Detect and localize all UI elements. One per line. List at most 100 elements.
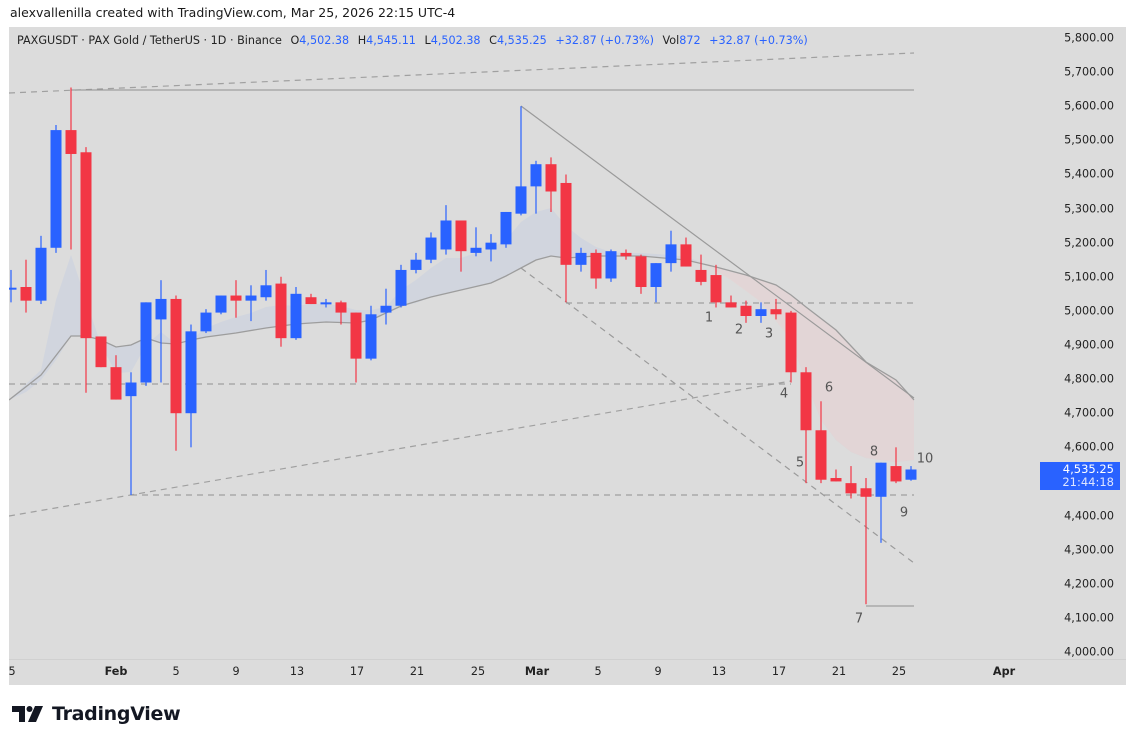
price-tick-label: 4,900.00: [1064, 338, 1114, 352]
time-tick-label: 5: [8, 665, 16, 678]
candle-body-down: [725, 302, 737, 308]
time-tick-label: 25: [891, 665, 907, 678]
price-tick-label: 5,300.00: [1064, 202, 1114, 216]
candle-body-down: [860, 488, 872, 497]
candle-body-up: [665, 244, 677, 264]
time-tick-label: 9: [654, 665, 662, 678]
price-tick-label: 5,600.00: [1064, 99, 1114, 113]
candle-body-up: [380, 305, 392, 313]
candle-body-up: [200, 312, 212, 332]
time-tick-label: 21: [409, 665, 425, 678]
candle-body-up: [35, 247, 47, 301]
wave-count-label: 4: [779, 386, 789, 402]
time-tick-label: Feb: [104, 665, 128, 678]
cloud-band-bearish: [701, 262, 914, 462]
candle-body-up: [140, 302, 152, 383]
time-tick-label: 13: [289, 665, 305, 678]
high-label: H: [357, 34, 367, 47]
time-tick-label: 13: [711, 665, 727, 678]
price-tick-label: 4,600.00: [1064, 440, 1114, 454]
price-tick-label: 5,400.00: [1064, 167, 1114, 181]
candle-body-up: [485, 242, 497, 250]
lower-channel-line: [9, 380, 792, 517]
open-label: O: [290, 34, 300, 47]
candle-body-down: [620, 252, 632, 257]
candle-body-up: [755, 309, 767, 316]
tradingview-logo-text: TradingView: [52, 703, 181, 725]
volume-change: +32.87 (+0.73%): [709, 34, 808, 47]
wave-count-label: 7: [854, 611, 864, 627]
time-tick-label: 5: [172, 665, 180, 678]
wave-count-label: 6: [824, 380, 834, 396]
candle-body-up: [875, 462, 887, 497]
wave-count-label: 3: [764, 326, 774, 342]
candle-body-up: [530, 164, 542, 187]
wave-count-label: 1: [704, 310, 714, 326]
wave-count-label: 2: [734, 322, 744, 338]
candle-body-up: [650, 263, 662, 288]
candle-body-down: [350, 312, 362, 359]
candle-body-up: [125, 382, 137, 397]
time-tick-label: Apr: [992, 665, 1016, 678]
price-tick-label: 5,700.00: [1064, 65, 1114, 79]
candle-body-down: [230, 295, 242, 301]
bar-countdown: 21:44:18: [1062, 475, 1114, 489]
wave-count-label: 10: [916, 451, 934, 467]
tradingview-logo-icon: [12, 706, 43, 722]
candle-body-down: [680, 244, 692, 267]
last-price-tag: 4,535.25 21:44:18: [1040, 462, 1120, 490]
price-tick-label: 4,800.00: [1064, 372, 1114, 386]
candle-body-up: [440, 220, 452, 250]
volume-value: 872: [679, 34, 701, 47]
candle-body-down: [305, 297, 317, 305]
plot-area: [9, 52, 917, 607]
candle-body-down: [170, 298, 182, 414]
candle-body-up: [605, 251, 617, 279]
volume-label: Vol: [662, 34, 680, 47]
time-tick-label: 17: [771, 665, 787, 678]
candle-body-up: [905, 469, 917, 480]
candle-body-down: [455, 220, 467, 252]
candle-body-up: [260, 285, 272, 298]
candle-body-down: [95, 336, 107, 368]
time-tick-label: Mar: [524, 665, 550, 678]
chart-credit: alexvallenilla created with TradingView.…: [10, 5, 456, 20]
candle-body-up: [50, 130, 62, 248]
time-tick-label: 17: [349, 665, 365, 678]
tradingview-logo: TradingView: [12, 703, 181, 725]
candle-body-up: [365, 314, 377, 359]
candle-body-up: [470, 247, 482, 253]
symbol-legend: PAXGUSDT · PAX Gold / TetherUS · 1D · Bi…: [17, 34, 808, 47]
candle-body-down: [845, 483, 857, 494]
candle-body-down: [110, 367, 122, 400]
time-tick-label: 21: [831, 665, 847, 678]
time-tick-label: 25: [470, 665, 486, 678]
price-tick-label: 5,800.00: [1064, 31, 1114, 45]
candle-body-down: [335, 302, 347, 313]
candle-body-down: [275, 283, 287, 339]
candle-body-down: [20, 287, 32, 301]
lower-downtrend-line: [520, 267, 915, 564]
price-tick-label: 4,400.00: [1064, 509, 1114, 523]
candle-body-down: [800, 372, 812, 431]
candle-body-up: [155, 298, 167, 320]
upper-channel-line: [9, 52, 915, 94]
close-value: 4,535.25: [496, 34, 547, 47]
time-axis[interactable]: 5 Feb 5 9 13 17 21 25 Mar 5 9 13 17 21 25 Apr: [8, 659, 1126, 686]
candle-body-up: [320, 302, 332, 305]
candle-body-down: [65, 130, 77, 154]
price-axis[interactable]: 5,800.00 5,700.00 5,600.00 5,500.00 5,400.00…: [1030, 27, 1126, 659]
symbol-title[interactable]: PAXGUSDT · PAX Gold / TetherUS · 1D · Bi…: [17, 34, 282, 47]
candle-body-up: [9, 287, 17, 290]
price-tick-label: 5,200.00: [1064, 236, 1114, 250]
candle-body-down: [740, 305, 752, 316]
candle-body-down: [815, 430, 827, 480]
close-label: C: [489, 34, 497, 47]
candle-body-down: [545, 164, 557, 192]
candle-body-down: [770, 309, 782, 315]
moving-average-line: [9, 255, 915, 401]
open-value: 4,502.38: [299, 34, 350, 47]
candle-body-down: [830, 478, 842, 482]
candle-body-down: [635, 256, 647, 288]
